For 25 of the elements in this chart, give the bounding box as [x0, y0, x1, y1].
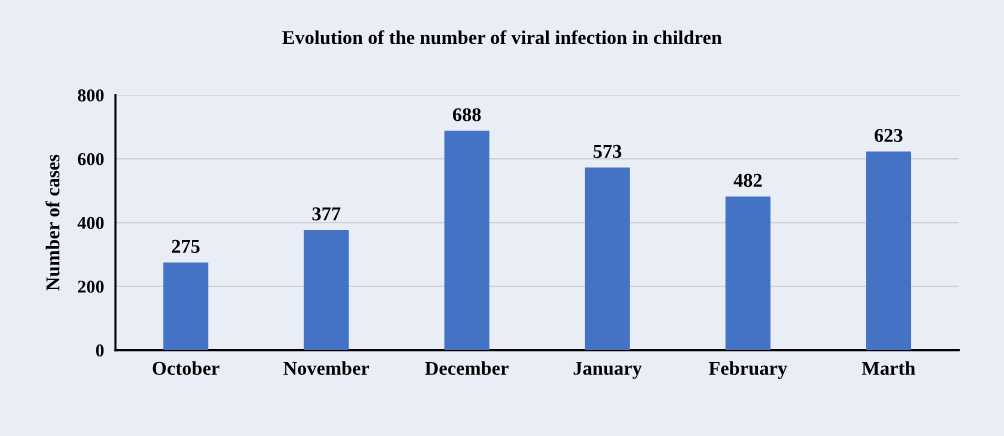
chart-title: Evolution of the number of viral infection in children	[282, 30, 722, 45]
bar	[584, 167, 630, 351]
x-tick-label: Marth	[861, 361, 916, 375]
y-tick-label: 800	[77, 89, 104, 102]
data-label: 482	[733, 173, 762, 187]
x-tick-label: February	[708, 361, 788, 379]
bar	[444, 130, 490, 351]
x-tick-label: December	[425, 361, 509, 375]
data-label: 573	[593, 144, 622, 158]
data-label: 688	[452, 108, 481, 122]
y-tick-label: 0	[96, 344, 104, 357]
bar	[163, 262, 209, 351]
data-label: 275	[171, 239, 200, 253]
y-tick-label: 200	[78, 280, 104, 293]
y-axis-title: Number of cases	[45, 154, 60, 291]
data-label: 377	[312, 207, 341, 221]
bar	[303, 229, 349, 351]
x-tick-label: January	[573, 361, 642, 379]
bar	[866, 151, 912, 351]
bar	[725, 196, 771, 351]
y-tick-label: 600	[77, 153, 104, 166]
data-label: 623	[874, 128, 903, 142]
x-tick-label: November	[283, 361, 370, 375]
y-tick-label: 400	[77, 216, 104, 230]
x-tick-label: October	[152, 361, 220, 375]
